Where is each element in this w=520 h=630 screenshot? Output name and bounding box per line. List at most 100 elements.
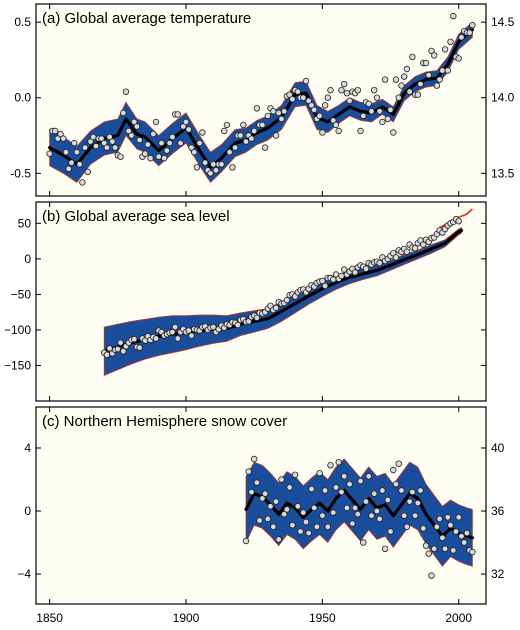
data-point: [346, 481, 353, 488]
x-tick-label: 1950: [309, 611, 336, 625]
data-point: [343, 89, 351, 97]
data-point: [81, 144, 89, 151]
data-point: [417, 487, 424, 494]
y-tick-label: −100: [4, 323, 31, 337]
panel-snow-cover: −4 0 4 32 36 40 (c) Northern Hemisphere snow c…: [17, 406, 505, 605]
data-point: [302, 518, 310, 526]
data-point: [182, 118, 190, 126]
data-point: [259, 121, 266, 129]
data-point: [141, 150, 149, 157]
data-point: [360, 539, 367, 546]
data-point: [392, 254, 400, 261]
x-tick-label: 1850: [36, 611, 63, 625]
data-point: [237, 132, 244, 139]
data-point: [300, 94, 307, 101]
data-point: [362, 498, 370, 505]
uncertainty-band: [49, 21, 473, 184]
data-point: [461, 539, 468, 546]
data-point: [351, 269, 359, 276]
data-point: [253, 105, 261, 112]
data-point: [401, 512, 408, 519]
data-point: [196, 139, 203, 147]
data-point: [278, 115, 285, 123]
data-point: [308, 485, 315, 493]
data-point: [458, 34, 465, 41]
data-point: [270, 108, 277, 115]
data-point: [444, 514, 451, 521]
data-point: [111, 144, 119, 151]
data-point: [305, 97, 312, 104]
data-point: [212, 167, 220, 174]
data-point: [51, 127, 59, 135]
y-tick-label: 0.0: [14, 91, 31, 105]
data-point: [403, 65, 411, 73]
data-point: [414, 499, 421, 507]
y-tick-label: 50: [18, 216, 32, 230]
data-point: [319, 129, 326, 136]
data-point: [259, 495, 266, 502]
data-point: [210, 161, 217, 168]
data-point: [117, 339, 124, 346]
data-point: [335, 459, 342, 466]
data-point: [158, 139, 165, 147]
data-point: [109, 138, 116, 145]
data-point: [261, 144, 269, 151]
data-point: [117, 153, 124, 160]
data-point: [261, 490, 269, 497]
data-point: [398, 487, 405, 494]
data-point: [330, 509, 337, 516]
data-point: [433, 82, 441, 89]
data-point: [62, 148, 70, 156]
data-point: [144, 141, 151, 148]
data-point: [469, 22, 476, 29]
data-point: [387, 528, 394, 535]
data-point: [441, 545, 449, 552]
data-point: [425, 71, 432, 79]
data-point: [207, 170, 214, 177]
y-tick-label: 0.5: [14, 15, 31, 29]
data-point: [79, 179, 86, 186]
data-point: [441, 46, 449, 53]
data-point: [368, 512, 375, 519]
data-point: [166, 139, 173, 147]
data-point: [327, 462, 334, 469]
data-point: [455, 217, 462, 225]
data-point: [365, 473, 372, 480]
data-point: [316, 112, 323, 120]
x-tick-label: 1900: [173, 611, 200, 625]
data-point: [379, 118, 386, 126]
data-point: [321, 487, 329, 494]
data-point: [250, 455, 258, 463]
data-point: [73, 148, 81, 156]
data-point: [291, 471, 299, 478]
data-point: [253, 314, 261, 321]
data-point: [193, 164, 201, 171]
data-point: [387, 106, 394, 113]
data-point: [463, 529, 471, 537]
y2-tick-label: 14.5: [491, 15, 515, 29]
data-point: [319, 277, 326, 285]
data-point: [130, 118, 138, 126]
data-point: [120, 348, 127, 355]
data-point: [411, 244, 419, 252]
data-point: [439, 67, 446, 74]
data-point: [171, 323, 179, 331]
data-point: [376, 108, 383, 115]
data-point: [425, 550, 432, 557]
data-point: [169, 328, 176, 336]
data-point: [354, 511, 361, 518]
data-point: [401, 73, 408, 80]
data-point: [90, 133, 97, 141]
y2-tick-label: 32: [491, 567, 505, 581]
data-point: [229, 164, 236, 171]
x-axis: 1850 1900 1950 2000: [36, 611, 472, 625]
data-point: [294, 503, 301, 510]
data-point: [264, 112, 271, 120]
data-point: [272, 132, 280, 139]
data-point: [190, 148, 198, 156]
data-point: [84, 168, 91, 175]
data-point: [248, 135, 255, 142]
y2-tick-label: 13.5: [491, 166, 515, 180]
data-point: [338, 272, 345, 280]
